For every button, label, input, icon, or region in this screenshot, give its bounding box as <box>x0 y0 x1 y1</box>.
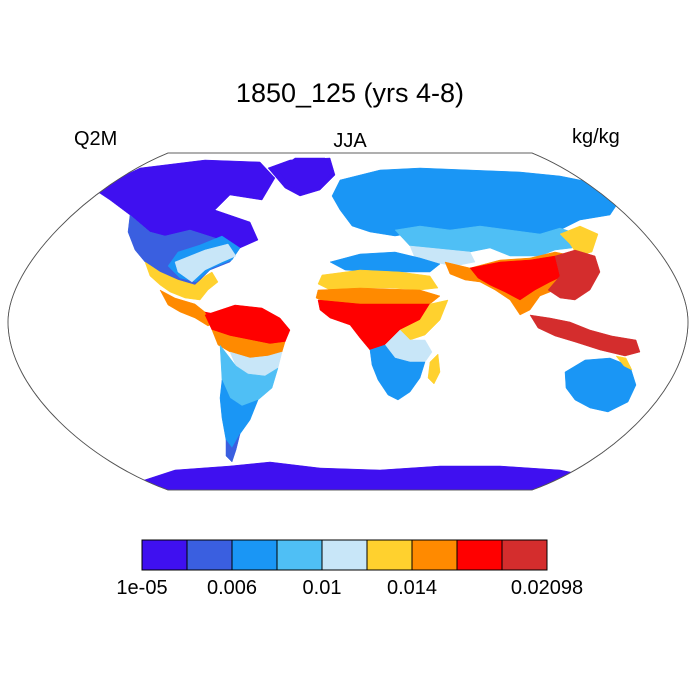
season-label: JJA <box>333 130 367 152</box>
variable-label: Q2M <box>74 128 118 150</box>
globe-border <box>7 152 689 491</box>
australia <box>564 355 637 413</box>
colorbar-swatch <box>501 539 548 571</box>
colorbar-swatch <box>231 539 278 571</box>
colorbar-swatch <box>321 539 368 571</box>
colorbar-tick-label: 1e-05 <box>116 577 168 599</box>
colorbar-swatch <box>366 539 413 571</box>
south-america <box>204 304 291 463</box>
colorbar-tick-label: 0.014 <box>386 577 438 599</box>
colorbar-tick-label: 0.02098 <box>510 577 584 599</box>
map-title: 1850_125 (yrs 4-8) <box>235 78 465 108</box>
units-label: kg/kg <box>572 126 620 148</box>
colorbar-swatch <box>141 539 188 571</box>
eurasia <box>329 167 621 273</box>
africa <box>315 269 449 401</box>
south-asia <box>444 249 641 357</box>
colorbar-swatch <box>276 539 323 571</box>
colorbar-swatch <box>186 539 233 571</box>
antarctica <box>59 461 661 490</box>
colorbar-tick-label: 0.01 <box>302 577 342 599</box>
colorbar-tick-label: 0.006 <box>206 577 258 599</box>
colorbar-swatch <box>456 539 503 571</box>
greenland <box>277 157 333 193</box>
colorbar-swatch <box>411 539 458 571</box>
